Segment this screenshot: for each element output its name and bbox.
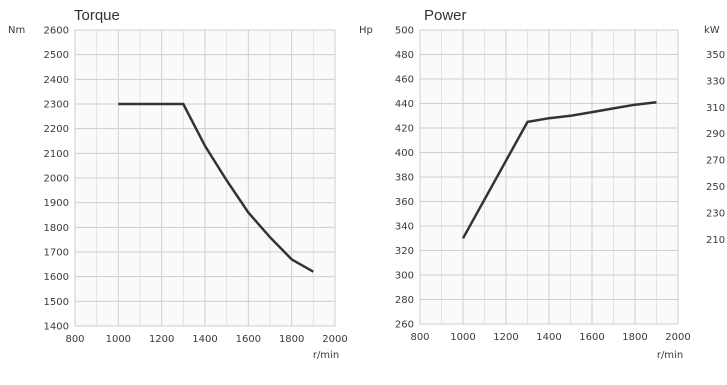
power-y2-tick-label: 230: [706, 208, 725, 219]
torque-y-tick-label: 1600: [44, 272, 69, 283]
torque-x-tick-label: 800: [65, 334, 84, 345]
power-y2-tick-label: 350: [706, 50, 725, 61]
power-y2-tick-label: 330: [706, 76, 725, 87]
power-y-tick-label: 420: [395, 124, 414, 135]
power-chart: Power Hp kW r/min 260 280 300 320 340 360 380 4…: [359, 7, 725, 361]
power-y-tick-label: 500: [395, 26, 414, 37]
power-x-tick-labels: 800 1000 1200 1400 1600 1800 2000: [410, 332, 690, 343]
power-x-unit: r/min: [657, 350, 683, 361]
torque-y-tick-label: 2200: [44, 124, 69, 135]
torque-x-tick-label: 1600: [236, 334, 261, 345]
torque-y-tick-labels: 1400 1500 1600 1700 1800 1900 2000 2100 2200 2300…: [44, 26, 69, 333]
torque-y-tick-label: 2300: [44, 100, 69, 111]
torque-y-tick-label: 2000: [44, 174, 69, 185]
torque-y-unit: Nm: [8, 25, 25, 36]
power-y-tick-label: 280: [395, 295, 414, 306]
torque-x-tick-labels: 800 1000 1200 1400 1600 1800 2000: [65, 334, 347, 345]
power-y-tick-label: 460: [395, 75, 414, 86]
torque-series-line: [118, 102, 314, 273]
torque-title: Torque: [74, 7, 120, 24]
power-x-tick-label: 1800: [622, 332, 647, 343]
torque-x-tick-label: 1400: [192, 334, 217, 345]
power-y2-tick-label: 310: [706, 103, 725, 114]
torque-y-tick-label: 2100: [44, 149, 69, 160]
torque-x-tick-label: 1000: [106, 334, 131, 345]
torque-y-tick-label: 2400: [44, 75, 69, 86]
power-x-tick-label: 1600: [579, 332, 604, 343]
torque-x-tick-label: 1200: [149, 334, 174, 345]
power-y-tick-label: 300: [395, 271, 414, 282]
power-x-tick-label: 1200: [493, 332, 518, 343]
torque-y-tick-label: 1800: [44, 223, 69, 234]
power-y2-tick-label: 290: [706, 129, 725, 140]
power-y2-unit: kW: [704, 25, 720, 36]
torque-grid: [74, 29, 336, 327]
power-y-tick-label: 360: [395, 197, 414, 208]
power-y-tick-label: 480: [395, 50, 414, 61]
power-y-tick-label: 380: [395, 173, 414, 184]
power-y-tick-label: 400: [395, 148, 414, 159]
power-y2-tick-labels: 350 330 310 290 270 250 230 210: [706, 50, 725, 246]
torque-y-tick-label: 1700: [44, 248, 69, 259]
torque-x-tick-label: 1800: [279, 334, 304, 345]
power-x-tick-label: 800: [410, 332, 429, 343]
power-y2-tick-label: 210: [706, 235, 725, 246]
torque-y-tick-label: 1400: [44, 322, 69, 333]
torque-y-tick-label: 1500: [44, 297, 69, 308]
torque-x-tick-label: 2000: [322, 334, 347, 345]
power-x-tick-label: 1000: [450, 332, 475, 343]
power-y-tick-label: 260: [395, 320, 414, 331]
torque-y-tick-label: 2500: [44, 50, 69, 61]
torque-y-tick-label: 2600: [44, 26, 69, 37]
power-y2-tick-label: 270: [706, 156, 725, 167]
power-y-tick-label: 320: [395, 246, 414, 257]
power-title: Power: [424, 7, 467, 24]
power-y-tick-label: 340: [395, 222, 414, 233]
torque-x-unit: r/min: [313, 350, 339, 361]
power-y-tick-label: 440: [395, 99, 414, 110]
power-y-tick-labels: 260 280 300 320 340 360 380 400 420 440 460 480 500: [395, 26, 414, 331]
torque-y-tick-label: 1900: [44, 198, 69, 209]
power-series-line: [461, 101, 657, 239]
torque-chart: Torque Nm r/min 1400 1500 1600 1700 1800 1900…: [8, 7, 348, 361]
power-y-unit: Hp: [359, 25, 373, 36]
power-y2-tick-label: 250: [706, 182, 725, 193]
power-x-tick-label: 2000: [665, 332, 690, 343]
power-x-tick-label: 1400: [536, 332, 561, 343]
power-grid: [419, 29, 679, 325]
